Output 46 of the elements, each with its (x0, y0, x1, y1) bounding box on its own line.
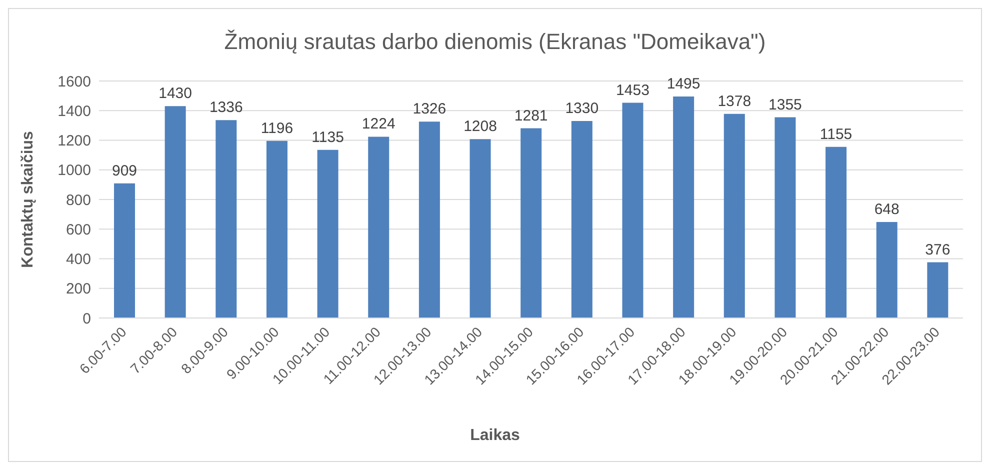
data-label: 648 (874, 201, 900, 218)
bar (368, 136, 390, 318)
y-tick-label: 600 (66, 221, 91, 238)
bar (520, 128, 542, 318)
y-tick-label: 200 (66, 280, 91, 298)
data-label: 1378 (718, 92, 752, 110)
y-tick-label: 800 (66, 192, 91, 209)
data-label: 376 (925, 241, 950, 258)
bar (876, 222, 898, 318)
bar (724, 114, 745, 318)
data-label: 1208 (464, 118, 497, 136)
y-tick-label: 1600 (58, 73, 91, 90)
bar (164, 106, 186, 318)
data-label: 1495 (666, 76, 700, 93)
data-label: 1453 (616, 82, 650, 99)
bar (114, 183, 135, 318)
bar (470, 139, 491, 318)
data-label: 1224 (362, 116, 396, 133)
y-tick-label: 1000 (58, 162, 91, 180)
y-tick-label: 400 (66, 251, 91, 268)
bar (571, 120, 592, 318)
bar (927, 262, 948, 318)
bar (622, 102, 644, 318)
data-label: 1155 (820, 126, 852, 143)
bar (774, 117, 796, 318)
bar (826, 146, 847, 318)
chart-title: Žmonių srautas darbo dienomis (Ekranas "Domeikava") (223, 28, 767, 56)
data-label: 1135 (312, 128, 344, 146)
bar (317, 150, 338, 318)
data-label: 1336 (209, 99, 243, 116)
data-label: 1430 (158, 85, 192, 102)
data-label: 1330 (565, 100, 599, 117)
data-label: 1326 (412, 100, 446, 118)
bar (216, 120, 237, 318)
data-label: 909 (112, 162, 138, 180)
bar (418, 122, 440, 318)
data-label: 1355 (768, 96, 802, 114)
y-tick-label: 1400 (58, 102, 91, 120)
x-axis-title: Laikas (469, 427, 521, 445)
y-tick-label: 1200 (58, 132, 91, 150)
y-tick-label: 0 (82, 310, 91, 328)
bar (266, 140, 288, 318)
data-label: 1281 (514, 107, 548, 124)
bar (673, 96, 694, 318)
y-axis-title: Kontaktų skaičius (20, 130, 37, 268)
data-label: 1196 (260, 120, 294, 137)
